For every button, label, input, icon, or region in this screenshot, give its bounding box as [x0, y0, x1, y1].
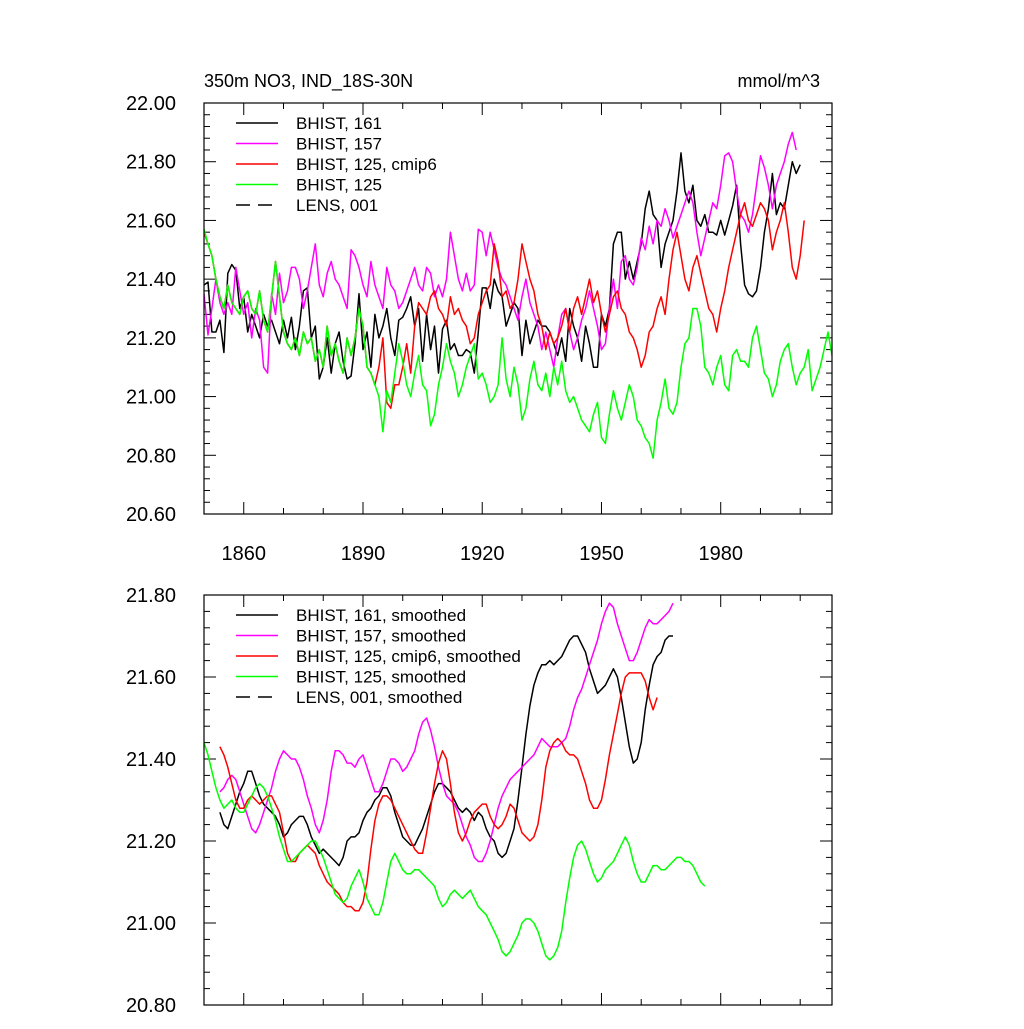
series-line — [204, 131, 797, 374]
y-tick-label: 21.60 — [126, 210, 176, 232]
y-tick-label: 21.00 — [126, 387, 176, 409]
legend-label: BHIST, 125 — [296, 176, 382, 195]
y-tick-label: 21.40 — [126, 749, 176, 771]
legend-label: BHIST, 157 — [296, 135, 382, 154]
series-line — [219, 635, 673, 867]
y-tick-label: 20.80 — [126, 995, 176, 1017]
legend-label: BHIST, 125, cmip6, smoothed — [296, 647, 521, 666]
y-tick-label: 21.80 — [126, 585, 176, 607]
x-tick-label: 1980 — [698, 543, 743, 565]
x-tick-label: 1920 — [460, 543, 505, 565]
top-panel: 350m NO3, IND_18S-30N mmol/m^3 22.00 21.8… — [126, 71, 833, 565]
y-tick-label: 21.20 — [126, 328, 176, 350]
y-tick-label: 21.60 — [126, 667, 176, 689]
x-tick-label: 1860 — [221, 543, 266, 565]
y-tick-label: 20.80 — [126, 445, 176, 467]
y-tick-label: 21.80 — [126, 152, 176, 174]
y-tick-label: 22.00 — [126, 93, 176, 115]
y-tick-label: 20.60 — [126, 504, 176, 526]
legend-label: BHIST, 161 — [296, 114, 382, 133]
series-line — [219, 672, 658, 912]
series-line — [204, 742, 706, 961]
units-label: mmol/m^3 — [738, 71, 820, 91]
bottom-panel: 21.80 21.60 21.40 21.20 21.00 20.80 BHIST, 16… — [126, 585, 833, 1017]
x-tick-label: 1890 — [341, 543, 386, 565]
legend-label: BHIST, 157, smoothed — [296, 627, 466, 646]
legend-label: BHIST, 125, cmip6 — [296, 155, 437, 174]
legend-label: LENS, 001 — [296, 196, 378, 215]
legend-label: BHIST, 125, smoothed — [296, 668, 466, 687]
legend-label: BHIST, 161, smoothed — [296, 606, 466, 625]
series-line — [204, 229, 832, 459]
legend-label: LENS, 001, smoothed — [296, 688, 462, 707]
x-tick-label: 1950 — [579, 543, 624, 565]
y-tick-label: 21.40 — [126, 269, 176, 291]
y-tick-label: 21.20 — [126, 831, 176, 853]
top-panel-title: 350m NO3, IND_18S-30N — [204, 71, 413, 92]
bottom-plot-frame — [203, 594, 833, 1006]
series-line — [219, 602, 674, 863]
y-tick-label: 21.00 — [126, 913, 176, 935]
top-plot-frame — [203, 102, 833, 515]
